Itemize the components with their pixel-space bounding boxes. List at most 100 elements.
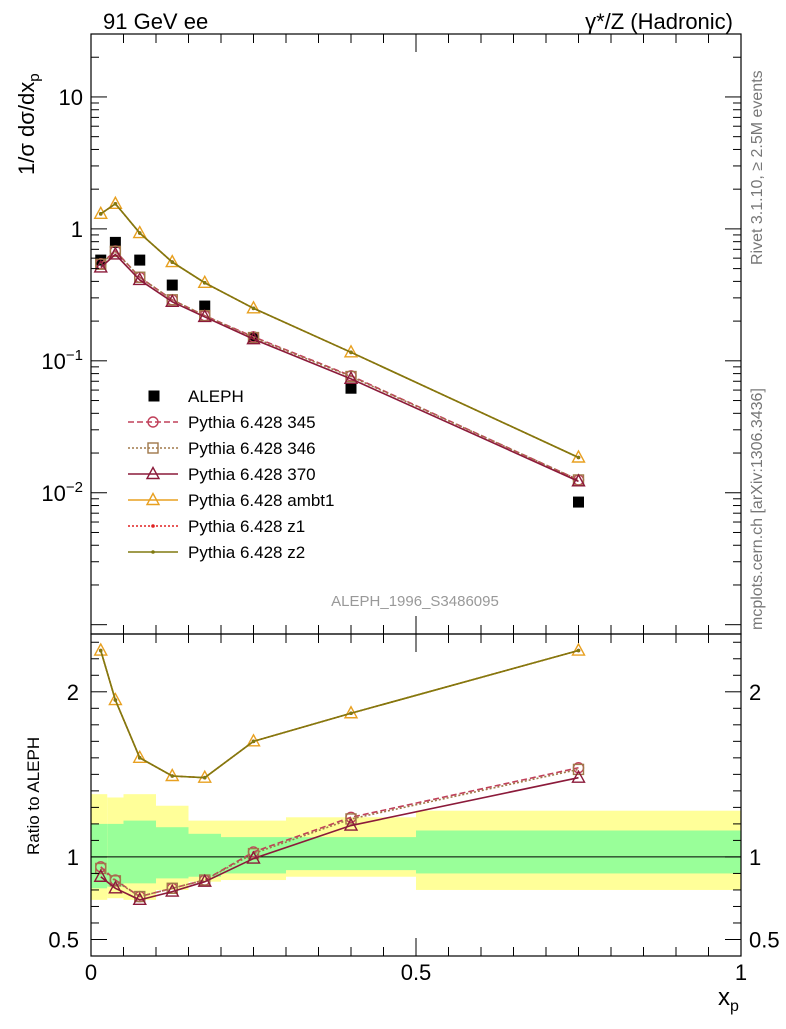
ratio-y-tick-label-left: 2 <box>67 680 79 705</box>
aleph-point <box>109 236 121 248</box>
ratio-point-p370 <box>93 868 108 882</box>
main-point-z2 <box>170 260 175 264</box>
ratio-y-tick-label-left: 0.5 <box>48 927 79 952</box>
band-inner <box>123 820 156 884</box>
legend-marker-p370 <box>145 466 161 480</box>
legend-label-p370: Pythia 6.428 370 <box>188 465 316 484</box>
ratio-point-p346 <box>345 813 357 825</box>
ratio-point-ambt1 <box>132 749 147 764</box>
legend-marker-aleph <box>148 390 160 402</box>
main-point-ambt1 <box>93 205 108 220</box>
ratio-point-p346 <box>109 875 122 887</box>
main-point-p370 <box>132 272 147 286</box>
ratio-point-p370 <box>165 883 180 897</box>
ratio-point-p346 <box>572 763 585 776</box>
ratio-point-p370 <box>571 769 586 783</box>
main-series <box>93 195 586 508</box>
legend-label-aleph: ALEPH <box>188 387 244 406</box>
band-inner <box>416 830 741 874</box>
main-point-z2 <box>251 306 256 311</box>
ratio-panel: 0.5 0.51 12 20 0.5 1 <box>48 633 780 985</box>
ratio-point-ambt1 <box>108 692 123 706</box>
main-point-z2 <box>137 231 142 235</box>
main-line-z2 <box>100 202 579 459</box>
main-point-z2 <box>349 350 353 355</box>
band-inner <box>286 837 416 871</box>
main-point-p370 <box>343 370 359 385</box>
main-point-z2 <box>113 201 118 206</box>
analysis-tag: ALEPH_1996_S3486095 <box>331 593 499 610</box>
band-inner <box>188 833 221 877</box>
main-point-p370 <box>165 293 180 308</box>
ratio-point-p346 <box>134 890 146 903</box>
legend-marker-ambt1 <box>145 492 161 506</box>
aleph-point <box>345 382 357 394</box>
ratio-point-z2 <box>170 774 175 778</box>
ratio-point-z2 <box>98 648 103 653</box>
ratio-point-p370 <box>132 891 147 906</box>
legend-marker-z2 <box>151 550 155 554</box>
main-point-ambt1 <box>165 254 180 268</box>
ratio-point-ambt1 <box>93 642 108 656</box>
ratio-point-p370 <box>343 817 359 831</box>
header-left: 91 GeV ee <box>103 9 208 34</box>
aleph-point <box>199 300 211 312</box>
legend-label-ambt1: Pythia 6.428 ambt1 <box>188 491 334 510</box>
aleph-point <box>573 496 584 508</box>
band-inner <box>156 827 189 879</box>
ratio-point-ambt1 <box>571 642 586 656</box>
aleph-point <box>134 254 146 266</box>
y-tick-label: 10 <box>59 85 83 110</box>
legend-label-p345: Pythia 6.428 345 <box>188 413 316 432</box>
main-point-z2 <box>576 455 581 460</box>
header-right: γ*/Z (Hadronic) <box>585 9 733 34</box>
legend-marker-p345 <box>147 416 159 428</box>
mcplots-label: mcplots.cern.ch [arXiv:1306.3436] <box>749 388 766 630</box>
main-point-z2 <box>98 212 103 216</box>
main-point-z2 <box>202 281 207 285</box>
ratio-line-p345 <box>100 766 579 898</box>
main-point-ambt1 <box>132 225 147 239</box>
legend: ALEPH Pythia 6.428 345 Pythia 6.428 346 Pyt… <box>128 387 334 562</box>
ratio-point-p370 <box>197 873 212 887</box>
band-inner <box>107 823 124 887</box>
ratio-point-z2 <box>113 698 118 702</box>
ratio-ylabel: Ratio to ALEPH <box>24 737 43 855</box>
ratio-point-z2 <box>349 711 353 716</box>
legend-label-p346: Pythia 6.428 346 <box>188 439 316 458</box>
ratio-y-tick-label-right: 1 <box>749 845 761 870</box>
main-point-p370 <box>571 473 586 487</box>
main-point-p346 <box>109 245 122 258</box>
ratio-point-p346 <box>95 862 107 875</box>
legend-label-z2: Pythia 6.428 z2 <box>188 543 305 562</box>
main-line-ambt1 <box>100 202 579 459</box>
ratio-y-tick-label-right: 0.5 <box>749 927 780 952</box>
main-point-ambt1 <box>108 195 123 209</box>
ratio-y-tick-label-right: 2 <box>749 680 761 705</box>
ratio-point-p370 <box>246 850 261 864</box>
xlabel: xp <box>718 984 739 1015</box>
ratio-line-z2 <box>99 649 579 779</box>
main-point-p346 <box>95 258 107 270</box>
legend-marker-z1 <box>151 524 155 528</box>
ratio-point-p370 <box>108 880 123 894</box>
ratio-frame <box>90 633 742 957</box>
main-panel: 10 1 10−1 10−2 <box>41 33 742 635</box>
ratio-point-p346 <box>166 882 178 894</box>
main-point-p370 <box>197 308 212 323</box>
main-line-z1 <box>100 202 579 459</box>
main-point-p370 <box>93 259 108 273</box>
ratio-point-z2 <box>251 739 256 744</box>
ratio-y-tick-label-left: 1 <box>67 845 79 870</box>
band-inner <box>221 837 286 874</box>
x-tick-label: 0 <box>85 960 97 985</box>
aleph-point <box>166 279 178 291</box>
y-tick-label: 10−1 <box>41 347 83 374</box>
x-tick-label: 0.5 <box>401 960 432 985</box>
legend-marker-p346 <box>147 442 159 454</box>
legend-label-z1: Pythia 6.428 z1 <box>188 517 305 536</box>
main-point-p370 <box>108 246 123 260</box>
ratio-point-ambt1 <box>197 769 212 783</box>
ratio-point-z2 <box>576 648 581 653</box>
